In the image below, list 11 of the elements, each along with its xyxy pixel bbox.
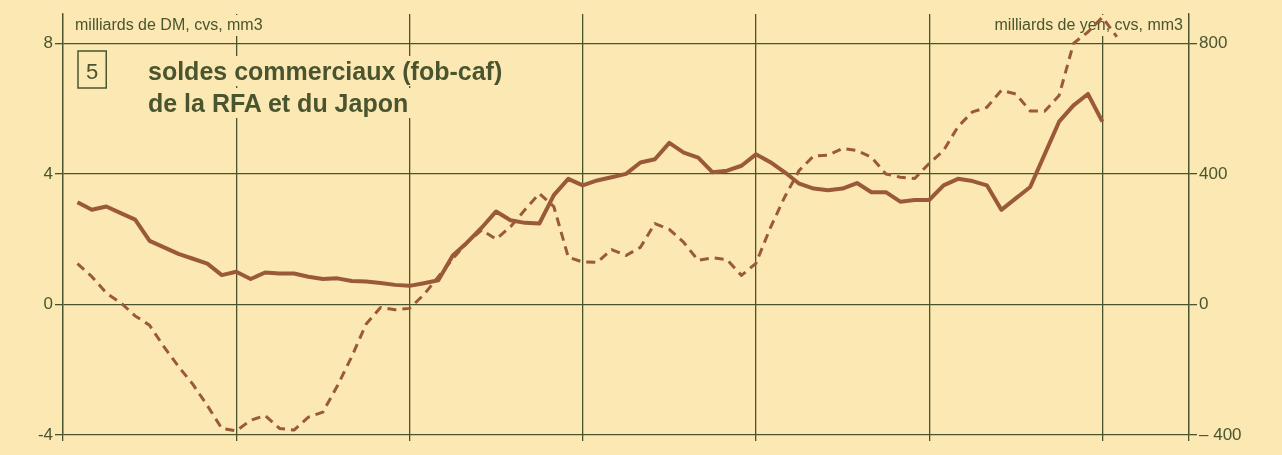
y-tick-label: 8 <box>43 33 53 53</box>
text: soldes commerciaux (fob-caf) de la RFA et du Japon <box>148 57 503 117</box>
y2-tick-label: – 400 <box>1199 424 1242 444</box>
y-axis-title: milliards de DM, cvs, mm3 <box>75 16 263 33</box>
y-tick-label: 4 <box>43 163 53 183</box>
y2-tick-label: 800 <box>1199 33 1228 53</box>
y-tick-label: 0 <box>43 294 53 314</box>
y2-tick-label: 400 <box>1199 163 1228 183</box>
y2-tick-label: 0 <box>1199 294 1209 314</box>
annotation: 5 <box>86 59 99 84</box>
y-tick-label: -4 <box>37 424 53 444</box>
